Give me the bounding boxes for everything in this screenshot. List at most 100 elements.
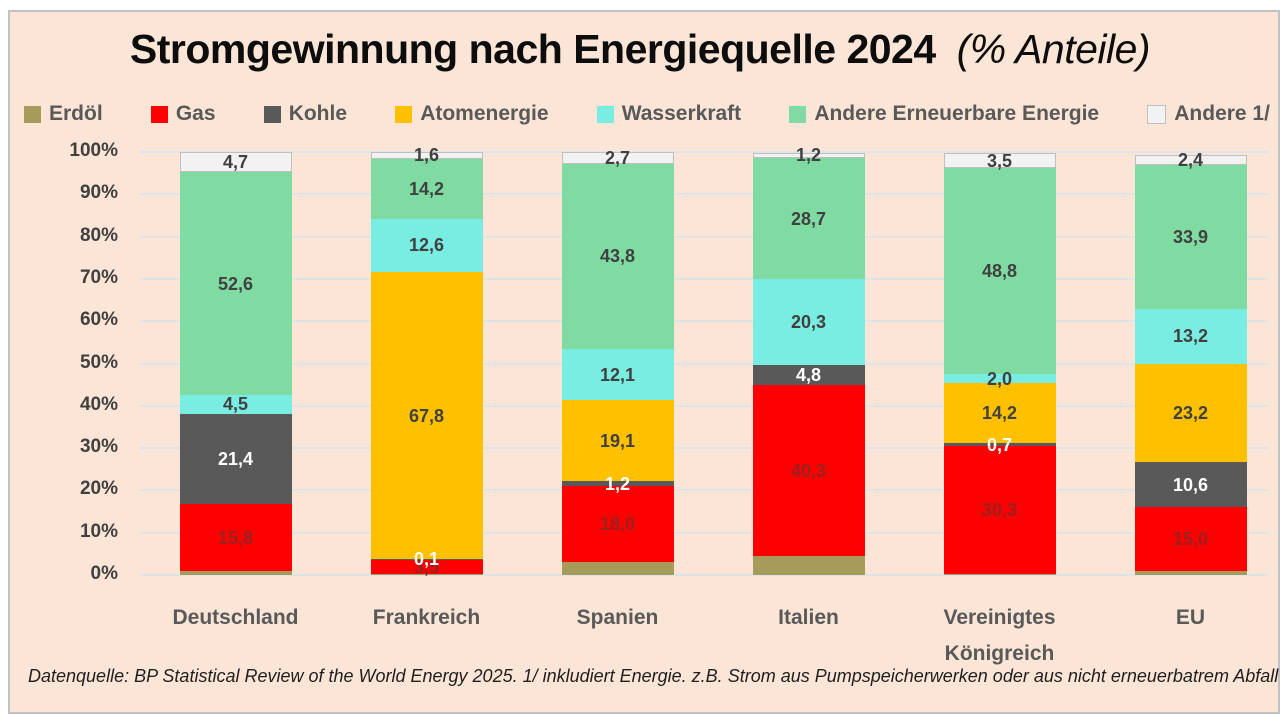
value-label-gas-vereinigtes-konigreich: 30,3: [981, 500, 1018, 521]
legend-label: Gas: [175, 102, 216, 125]
value-label-andere-1-spanien: 2,7: [604, 148, 631, 169]
bar-segment-gas-italien: [752, 385, 865, 556]
value-label-gas-deutschland: 15,8: [217, 527, 254, 548]
legend-item-kohle: Kohle: [263, 102, 348, 126]
bar-segment-gas-vereinigtes-konigreich: [943, 445, 1056, 575]
x-axis-label-deutschland: Deutschland: [172, 606, 299, 629]
x-axis-label-frankreich: Frankreich: [372, 606, 481, 629]
legend-swatch-kohle: [263, 105, 281, 123]
value-label-atomenergie-frankreich: 67,8: [408, 405, 445, 426]
legend-item-wasserkraft: Wasserkraft: [596, 102, 741, 126]
bar-segment-atomenergie-frankreich: [370, 272, 483, 559]
bar-segment-gas-eu: [1134, 507, 1247, 571]
bar-segment-kohle-italien: [752, 365, 865, 386]
y-axis-tick: 60%: [79, 309, 118, 331]
bar-segment-kohle-vereinigtes-konigreich: [943, 443, 1056, 446]
bar-segment-kohle-frankreich: [370, 558, 483, 560]
chart-title-suffix: (% Anteile): [956, 26, 1151, 72]
bar-segment-erdol-deutschland: [179, 571, 292, 575]
legend-label: Atomenergie: [420, 102, 549, 125]
bar-segment-kohle-deutschland: [179, 413, 292, 505]
value-label-gas-spanien: 18,0: [599, 514, 636, 535]
bar-segment-wasserkraft-vereinigtes-konigreich: [943, 374, 1056, 383]
bar-segment-andere-erneuerbare-energie-frankreich: [370, 158, 483, 219]
y-axis-tick: 40%: [79, 393, 118, 415]
y-axis-tick: 80%: [79, 224, 118, 246]
legend-swatch-andere-erneuerbare-energie: [789, 105, 807, 123]
legend-swatch-wasserkraft: [596, 105, 614, 123]
y-axis-tick: 10%: [79, 520, 118, 542]
value-label-atomenergie-eu: 23,2: [1172, 403, 1209, 424]
bar-segment-wasserkraft-eu: [1134, 308, 1247, 365]
bar-segment-erdol-spanien: [561, 562, 674, 575]
y-axis-tick: 30%: [79, 436, 118, 458]
gridline: [140, 489, 1268, 492]
value-label-andere-1-italien: 1,2: [795, 145, 822, 166]
gridline: [140, 320, 1268, 323]
gridline: [140, 151, 1268, 153]
value-label-andere-1-eu: 2,4: [1177, 150, 1204, 171]
bar-segment-gas-frankreich: [370, 559, 483, 575]
value-label-gas-frankreich: 3,5: [413, 556, 440, 577]
value-label-andere-1-deutschland: 4,7: [222, 152, 249, 173]
x-axis-label-vereinigtes-konigreich: Vereinigtes Königreich: [943, 606, 1056, 665]
legend-label: Andere 1/: [1174, 102, 1270, 125]
bar-segment-wasserkraft-deutschland: [179, 394, 292, 414]
chart-title-main: Stromgewinnung nach Energiequelle 2024: [129, 26, 936, 72]
x-axis-label-italien: Italien: [778, 606, 839, 629]
x-axis-label-spanien: Spanien: [576, 606, 659, 629]
value-label-wasserkraft-deutschland: 4,5: [222, 394, 249, 415]
chart-legend: Erdöl Gas Kohle Atomenergie Wasserkraft Ander…: [24, 102, 1270, 126]
legend-item-gas: Gas: [150, 102, 216, 126]
y-axis-tick: 20%: [79, 478, 118, 500]
value-label-andere-erneuerbare-energie-deutschland: 52,6: [217, 273, 254, 294]
bar-segment-kohle-eu: [1134, 462, 1247, 508]
gridline: [140, 404, 1268, 407]
bar-segment-andere-erneuerbare-energie-deutschland: [179, 172, 292, 395]
gridline: [140, 277, 1268, 280]
bar-segment-andere-1-spanien: [561, 152, 674, 164]
y-axis-tick: 70%: [79, 266, 118, 288]
legend-item-atomenergie: Atomenergie: [395, 102, 549, 126]
bar-segment-wasserkraft-frankreich: [370, 218, 483, 273]
bar-segment-erdol-vereinigtes-konigreich: [943, 574, 1056, 575]
legend-swatch-erdol: [24, 105, 41, 123]
value-label-kohle-vereinigtes-konigreich: 0,7: [986, 434, 1013, 455]
value-label-wasserkraft-italien: 20,3: [790, 312, 827, 333]
value-label-andere-1-frankreich: 1,6: [413, 145, 440, 166]
value-label-wasserkraft-spanien: 12,1: [599, 364, 636, 385]
bar-segment-kohle-spanien: [561, 481, 674, 487]
chart-title: Stromgewinnung nach Energiequelle 2024 (…: [0, 26, 1280, 73]
value-label-gas-eu: 15,0: [1172, 529, 1209, 550]
bar-segment-atomenergie-vereinigtes-konigreich: [943, 382, 1056, 444]
bar-segment-andere-1-eu: [1134, 154, 1247, 166]
legend-item-andere-1: Andere 1/: [1147, 102, 1270, 126]
source-note: Datenquelle: BP Statistical Review of th…: [28, 666, 1279, 686]
bar-segment-andere-1-italien: [752, 152, 865, 158]
legend-label: Andere Erneuerbare Energie: [814, 102, 1100, 125]
value-label-kohle-deutschland: 21,4: [217, 449, 254, 470]
y-axis-tick: 0%: [90, 563, 118, 584]
value-label-wasserkraft-eu: 13,2: [1172, 326, 1209, 347]
gridline: [140, 531, 1268, 534]
value-label-wasserkraft-vereinigtes-konigreich: 2,0: [986, 368, 1013, 389]
value-label-atomenergie-vereinigtes-konigreich: 14,2: [981, 402, 1018, 423]
gridline: [140, 193, 1268, 196]
gridline: [140, 447, 1268, 450]
bar-segment-andere-1-frankreich: [370, 152, 483, 159]
bar-segment-wasserkraft-spanien: [561, 349, 674, 401]
legend-swatch-gas: [150, 105, 168, 123]
y-axis-tick: 90%: [79, 182, 118, 204]
y-axis-tick: 100%: [69, 140, 118, 161]
bar-segment-andere-1-vereinigtes-konigreich: [943, 153, 1056, 169]
bar-segment-atomenergie-eu: [1134, 364, 1247, 463]
bar-segment-erdol-eu: [1134, 570, 1247, 575]
value-label-kohle-italien: 4,8: [795, 365, 822, 386]
value-label-andere-erneuerbare-energie-eu: 33,9: [1172, 226, 1209, 247]
value-label-wasserkraft-frankreich: 12,6: [408, 235, 445, 256]
bar-segment-andere-erneuerbare-energie-vereinigtes-konigreich: [943, 168, 1056, 375]
value-label-gas-italien: 40,3: [790, 460, 827, 481]
legend-label: Kohle: [288, 102, 348, 125]
value-label-kohle-frankreich: 0,1: [413, 549, 440, 570]
bar-segment-atomenergie-spanien: [561, 400, 674, 482]
